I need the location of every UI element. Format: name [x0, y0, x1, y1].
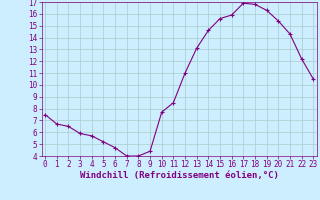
X-axis label: Windchill (Refroidissement éolien,°C): Windchill (Refroidissement éolien,°C) [80, 171, 279, 180]
